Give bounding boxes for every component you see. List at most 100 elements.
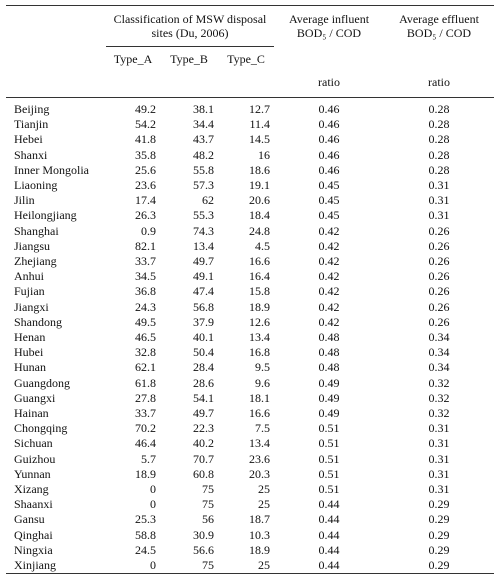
- row-label: Xizang: [14, 482, 49, 497]
- cell: 0.31: [428, 208, 450, 223]
- cell: 40.1: [193, 330, 214, 345]
- row-label: Gansu: [14, 512, 45, 527]
- table-row: Hebei 41.8 43.7 14.5 0.46 0.28: [6, 132, 494, 147]
- table-row: Beijing 49.2 38.1 12.7 0.46 0.28: [6, 98, 494, 118]
- table-row: Fujian 36.8 47.4 15.8 0.42 0.26: [6, 284, 494, 299]
- row-label: Tianjin: [14, 117, 49, 132]
- cell: 62.1: [135, 360, 156, 375]
- table-row: Guizhou 5.7 70.7 23.6 0.51 0.31: [6, 452, 494, 467]
- cell: 5.7: [141, 451, 156, 466]
- cell: 38.1: [193, 102, 214, 116]
- cell: 18.7: [249, 512, 271, 527]
- cell: 17.4: [135, 193, 156, 208]
- blank: [6, 5, 106, 47]
- cell: 62: [202, 193, 214, 208]
- table-row: Heilongjiang 26.3 55.3 18.4 0.45 0.31: [6, 208, 494, 223]
- cell: 25: [218, 558, 275, 575]
- cell: 37.9: [193, 314, 214, 329]
- cell: 20.3: [249, 466, 271, 481]
- cell: 0.51: [318, 466, 340, 481]
- cell: 49.1: [193, 269, 214, 284]
- cell: 0.45: [318, 208, 340, 223]
- table-row: Hunan 62.1 28.4 9.5 0.48 0.34: [6, 360, 494, 375]
- cell: 46.4: [135, 436, 156, 451]
- cell: 0.28: [428, 132, 450, 147]
- cell: 0.34: [428, 345, 450, 360]
- cell: 0.9: [141, 223, 156, 238]
- cell: 0.51: [318, 482, 340, 497]
- column-header: Type_C: [227, 52, 265, 66]
- row-label: Liaoning: [14, 178, 58, 193]
- cell: 0.28: [428, 117, 450, 132]
- cell: 61.8: [135, 375, 156, 390]
- row-label: Guangxi: [14, 390, 56, 405]
- row-label: Fujian: [14, 284, 45, 299]
- cell: 16: [258, 147, 271, 162]
- cell: 0.29: [384, 558, 495, 575]
- cell: 9.5: [255, 360, 271, 375]
- cell: 40.2: [193, 436, 214, 451]
- cell: 13.4: [249, 436, 271, 451]
- row-label: Inner Mongolia: [14, 162, 89, 177]
- cell: 25: [258, 482, 271, 497]
- cell: 0.46: [318, 102, 340, 116]
- row-label: Hubei: [14, 345, 44, 360]
- cell: 0.31: [428, 436, 450, 451]
- cell: 0.46: [318, 147, 340, 162]
- cell: 25.3: [135, 512, 156, 527]
- cell: 0.26: [428, 314, 450, 329]
- cell: 0.46: [318, 117, 340, 132]
- table-row: Shaanxi 0 75 25 0.44 0.29: [6, 497, 494, 512]
- cell: 11.4: [249, 117, 271, 132]
- cell: 0.46: [318, 132, 340, 147]
- data-table: Classification of MSW disposal sites (Du…: [6, 5, 495, 575]
- table-row: Inner Mongolia 25.6 55.8 18.6 0.46 0.28: [6, 163, 494, 178]
- cell: 54.2: [135, 117, 156, 132]
- cell: 20.6: [249, 193, 271, 208]
- cell: 0.44: [318, 512, 340, 527]
- cell: 56: [202, 512, 214, 527]
- cell: 75: [202, 482, 214, 497]
- cell: 19.1: [249, 178, 271, 193]
- cell: 0.46: [318, 162, 340, 177]
- cell: 0.42: [318, 223, 340, 238]
- row-label: Jiangxi: [14, 299, 49, 314]
- table-row: Henan 46.5 40.1 13.4 0.48 0.34: [6, 330, 494, 345]
- cell: 74.3: [193, 223, 214, 238]
- table-row: Anhui 34.5 49.1 16.4 0.42 0.26: [6, 269, 494, 284]
- cell: 0.42: [318, 284, 340, 299]
- cell: 0.29: [428, 497, 450, 512]
- cell: 28.6: [193, 375, 214, 390]
- cell: 0.48: [318, 360, 340, 375]
- table-row: Sichuan 46.4 40.2 13.4 0.51 0.31: [6, 436, 494, 451]
- cell: 0.42: [318, 254, 340, 269]
- cell: 24.5: [135, 542, 156, 557]
- cell: 49.5: [135, 314, 156, 329]
- cell: 0.31: [428, 482, 450, 497]
- row-label: Zhejiang: [14, 254, 57, 269]
- cell: 16.4: [249, 269, 271, 284]
- table-row: Zhejiang 33.7 49.7 16.6 0.42 0.26: [6, 254, 494, 269]
- table-row: Xizang 0 75 25 0.51 0.31: [6, 482, 494, 497]
- table-body: Beijing 49.2 38.1 12.7 0.46 0.28 Tianjin 54.2 34…: [6, 98, 495, 575]
- cell: 82.1: [135, 238, 156, 253]
- cell: 34.5: [135, 269, 156, 284]
- cell: 0.44: [274, 558, 385, 575]
- cell: 55.3: [193, 208, 214, 223]
- cell: 30.9: [193, 527, 214, 542]
- row-label: Hebei: [14, 132, 43, 147]
- table-row: Jilin 17.4 62 20.6 0.45 0.31: [6, 193, 494, 208]
- cell: 24.3: [135, 299, 156, 314]
- table-row: Gansu 25.3 56 18.7 0.44 0.29: [6, 512, 494, 527]
- cell: 0.29: [428, 542, 450, 557]
- row-label: Beijing: [14, 102, 50, 116]
- cell: 13.4: [249, 330, 271, 345]
- cell: 55.8: [193, 162, 214, 177]
- row-label: Guangdong: [14, 375, 70, 390]
- cell: 18.1: [249, 390, 271, 405]
- cell: 0.48: [318, 345, 340, 360]
- table-row: Hainan 33.7 49.7 16.6 0.49 0.32: [6, 406, 494, 421]
- cell: 26.3: [135, 208, 156, 223]
- table-row: Jiangsu 82.1 13.4 4.5 0.42 0.26: [6, 239, 494, 254]
